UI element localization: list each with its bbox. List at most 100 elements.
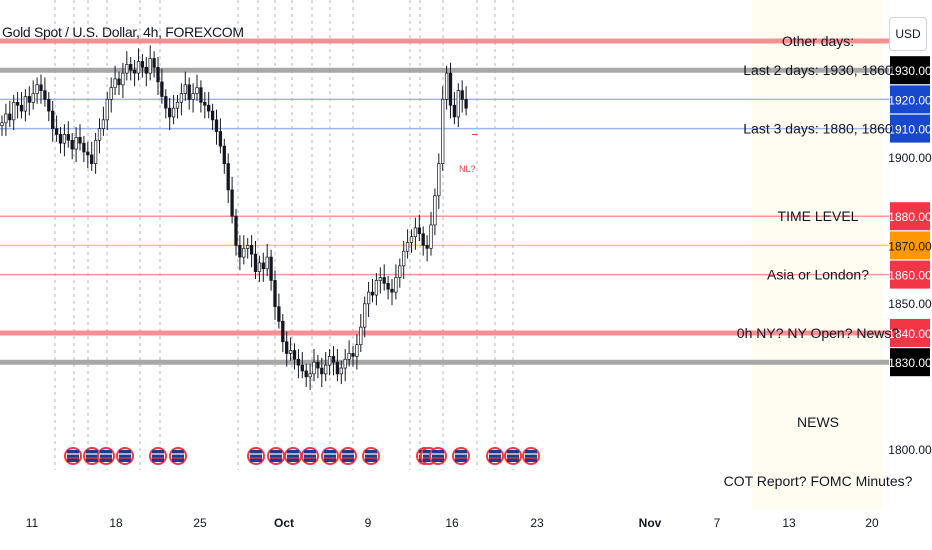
- level-note: Last 2 days: 1930, 1860: [743, 62, 893, 78]
- candle-body: [74, 137, 78, 150]
- candle-body: [366, 291, 371, 305]
- candle-body: [456, 90, 460, 118]
- news-event-icon[interactable]: [97, 447, 115, 465]
- candle-body: [452, 104, 457, 118]
- candle-body: [394, 277, 398, 293]
- candle-body: [273, 280, 277, 308]
- candle-body: [437, 163, 441, 197]
- level-note: Last 3 days: 1880, 1860: [743, 121, 893, 137]
- candle-body: [277, 306, 281, 322]
- currency-button[interactable]: USD: [889, 17, 927, 51]
- y-tick-label: 1900.00: [888, 151, 932, 165]
- candle-body: [35, 84, 39, 94]
- price-tag: [890, 319, 930, 347]
- candle-body: [31, 93, 35, 103]
- candle-body: [214, 119, 219, 132]
- price-tag-label: 1880.00: [888, 210, 932, 224]
- candle-body: [324, 364, 328, 375]
- candle-body: [179, 93, 184, 103]
- price-tag-label: 1870.00: [888, 239, 932, 253]
- candle-body: [405, 242, 410, 252]
- price-tag: 1910.00: [888, 114, 932, 143]
- candle-body: [23, 96, 28, 112]
- x-tick-label: 16: [445, 516, 459, 530]
- candle-body: [70, 139, 74, 150]
- news-event-icon[interactable]: [452, 447, 470, 465]
- notes-panel: [752, 0, 883, 510]
- news-event-icon[interactable]: [267, 447, 285, 465]
- candle-body: [238, 245, 242, 258]
- news-event-icon[interactable]: [247, 447, 265, 465]
- level-note: TIME LEVEL: [778, 208, 859, 224]
- candle-body: [359, 326, 363, 346]
- level-note: NEWS: [797, 414, 839, 430]
- candle-body: [312, 361, 316, 375]
- news-event-icon[interactable]: [429, 447, 447, 465]
- candle-body: [121, 72, 125, 86]
- candle-body: [300, 364, 304, 372]
- news-event-icon[interactable]: [522, 447, 540, 465]
- candle-body: [117, 78, 121, 86]
- x-tick-label: 25: [193, 516, 207, 530]
- candle-body: [355, 344, 359, 357]
- candle-body: [15, 101, 20, 106]
- candle-body: [90, 154, 94, 164]
- candle-body: [218, 131, 223, 147]
- candle-body: [58, 134, 63, 144]
- news-event-icon[interactable]: [169, 447, 187, 465]
- price-tag-label: 1840.00: [888, 327, 932, 341]
- candle-body: [378, 277, 382, 281]
- candle-body: [429, 224, 433, 249]
- x-tick-label: 13: [782, 516, 796, 530]
- price-tag-label: 1910.00: [888, 123, 932, 137]
- candle-body: [109, 87, 113, 100]
- news-event-icon[interactable]: [116, 447, 134, 465]
- price-tag-label: 1930.00: [888, 64, 932, 78]
- candle-body: [308, 373, 312, 378]
- candle-body: [327, 356, 332, 366]
- x-tick-label: Nov: [639, 516, 662, 530]
- candle-body: [257, 262, 262, 273]
- news-event-icon[interactable]: [284, 447, 302, 465]
- level-note: Asia or London?: [767, 267, 869, 283]
- candle-body: [265, 256, 269, 270]
- candle-body: [261, 262, 265, 270]
- y-tick-label: 1800.00: [888, 443, 932, 457]
- news-event-icon[interactable]: [504, 447, 522, 465]
- candle-body: [51, 110, 55, 129]
- candle-body: [136, 61, 141, 74]
- price-tag-label: 1920.00: [888, 93, 932, 107]
- candle-body: [8, 113, 12, 121]
- candle-body: [425, 245, 429, 249]
- x-tick-label: 23: [530, 516, 544, 530]
- news-event-icon[interactable]: [362, 447, 380, 465]
- candle-body: [226, 163, 230, 191]
- news-event-icon[interactable]: [321, 447, 339, 465]
- x-tick-label: Oct: [274, 516, 294, 530]
- price-tag: 1930.00: [888, 56, 932, 85]
- news-event-icon[interactable]: [83, 447, 101, 465]
- news-event-icon[interactable]: [486, 447, 504, 465]
- x-tick-label: 11: [26, 516, 39, 530]
- candle-body: [168, 107, 172, 118]
- candle-body: [62, 134, 67, 144]
- candle-body: [234, 215, 238, 246]
- news-event-icon[interactable]: [64, 447, 82, 465]
- news-event-icon[interactable]: [301, 447, 319, 465]
- price-tag: 1920.00: [888, 85, 932, 114]
- candle-body: [343, 358, 347, 369]
- candle-body: [195, 87, 199, 94]
- candle-body: [421, 233, 425, 246]
- price-tag: 1870.00: [888, 231, 932, 260]
- candle-body: [249, 245, 254, 255]
- candle-body: [390, 288, 394, 293]
- candle-body: [441, 99, 445, 164]
- news-event-icon[interactable]: [339, 447, 357, 465]
- candle-body: [433, 195, 437, 226]
- candle-body: [78, 137, 82, 144]
- x-tick-label: 9: [365, 516, 372, 530]
- candle-body: [132, 69, 137, 74]
- news-event-icon[interactable]: [149, 447, 167, 465]
- candle-body: [105, 99, 109, 121]
